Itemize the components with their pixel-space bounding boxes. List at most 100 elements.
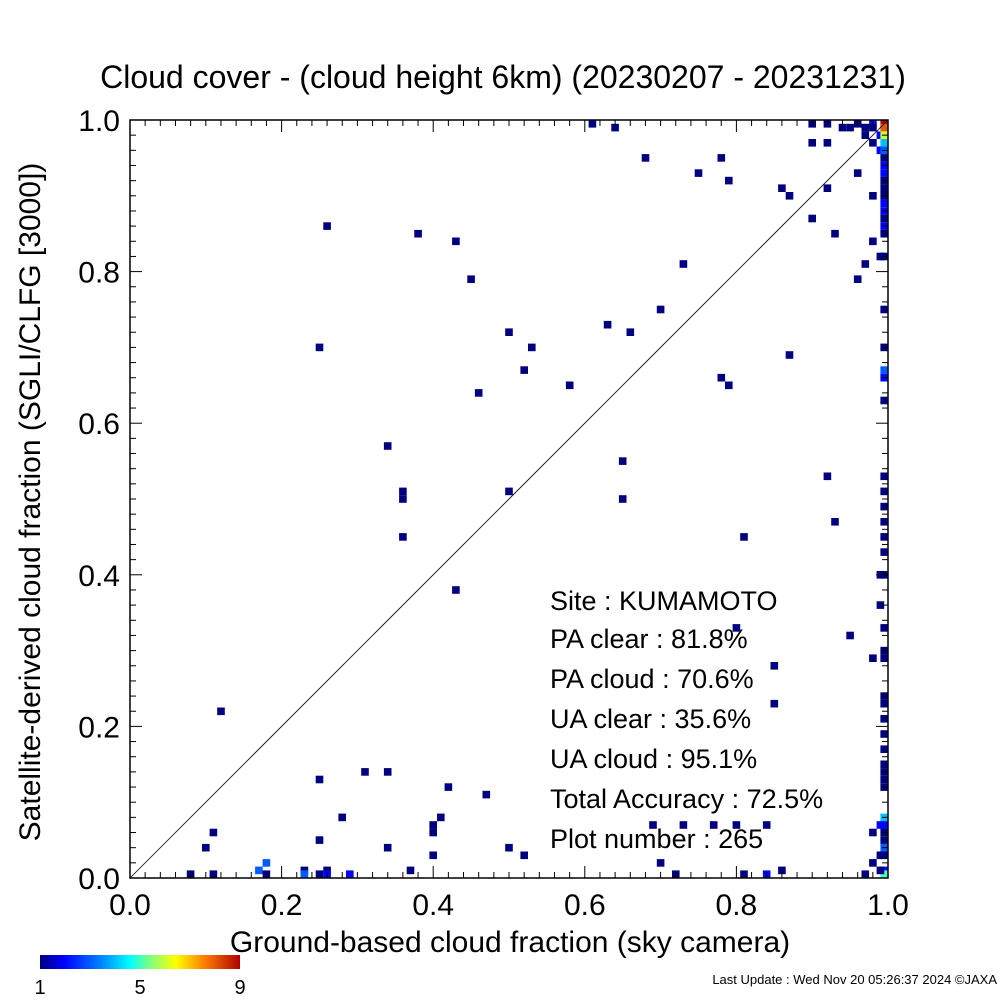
data-cell <box>300 870 309 878</box>
colorbar-tick-label: 9 <box>234 977 245 999</box>
data-cell <box>740 533 748 541</box>
data-cell <box>725 176 733 185</box>
data-cell <box>217 707 225 716</box>
colorbar <box>40 955 240 969</box>
y-tick-label: 0.2 <box>78 711 120 744</box>
data-cell <box>679 821 688 829</box>
data-cell <box>505 487 513 496</box>
data-cell <box>869 192 877 200</box>
diagonal-line <box>129 119 889 879</box>
data-cell <box>880 214 888 223</box>
chart-title: Cloud cover - (cloud height 6km) (202302… <box>100 59 906 95</box>
y-axis-ticks: 0.0 0.2 0.4 0.6 0.8 1.0 <box>78 105 888 896</box>
data-cell <box>641 154 650 162</box>
data-cell <box>262 859 271 867</box>
data-cell <box>444 783 453 791</box>
data-cell <box>880 229 888 238</box>
data-cell <box>880 502 888 511</box>
data-cell <box>603 320 612 329</box>
data-cell <box>467 275 475 283</box>
data-cell <box>315 775 324 784</box>
data-cell <box>732 821 741 829</box>
stats-pa-clear: PA clear : 81.8% <box>550 624 748 654</box>
data-cell <box>823 139 832 147</box>
data-cell <box>880 624 888 632</box>
plot-cells <box>186 120 888 878</box>
data-cell <box>880 760 888 769</box>
data-cell <box>505 328 513 336</box>
data-cell <box>823 184 832 192</box>
data-cell <box>315 836 324 844</box>
y-tick-label: 0.6 <box>78 408 120 441</box>
data-cell <box>202 843 210 852</box>
data-cell <box>869 237 877 246</box>
data-cell <box>846 631 854 640</box>
data-cell <box>785 351 794 359</box>
data-cell <box>880 396 888 405</box>
data-cell <box>452 586 460 594</box>
data-cell <box>429 851 437 860</box>
data-cell <box>399 533 407 541</box>
colorbar-tick-label: 1 <box>34 977 45 999</box>
data-cell <box>452 237 460 246</box>
data-cell <box>876 821 885 829</box>
data-cell <box>505 843 513 852</box>
data-cell <box>618 495 627 503</box>
data-cell <box>778 866 786 875</box>
data-cell <box>876 866 885 875</box>
data-cell <box>880 745 888 753</box>
data-cell <box>429 828 437 837</box>
data-cell <box>679 260 688 268</box>
data-cell <box>880 821 888 829</box>
data-cell <box>323 866 331 875</box>
data-cell <box>808 214 816 223</box>
y-tick-label: 0.0 <box>78 863 120 896</box>
data-cell <box>770 662 779 670</box>
data-cell <box>429 821 437 829</box>
data-cell <box>880 836 888 844</box>
data-cell <box>880 533 888 541</box>
x-axis-ticks: 0.0 0.2 0.4 0.6 0.8 1.0 <box>109 120 909 922</box>
data-cell <box>383 442 392 450</box>
data-cell <box>876 131 885 139</box>
data-cell <box>831 518 839 526</box>
data-cell <box>338 813 346 822</box>
data-cell <box>880 123 888 132</box>
data-cell <box>209 828 218 837</box>
data-cell <box>880 699 888 708</box>
data-cell <box>346 870 354 878</box>
data-cell <box>399 487 407 496</box>
stats-ua-cloud: UA cloud : 95.1% <box>550 744 757 774</box>
data-cell <box>762 821 771 829</box>
data-cell <box>846 123 854 132</box>
colorbar-ticks: 1 5 9 <box>34 977 245 999</box>
data-cell <box>770 699 779 708</box>
data-cell <box>861 131 870 139</box>
data-cell <box>565 381 574 390</box>
data-cell <box>725 381 733 390</box>
data-cell <box>880 866 888 875</box>
data-cell <box>785 192 794 200</box>
data-cell <box>880 199 888 208</box>
data-cell <box>876 601 885 609</box>
data-cell <box>437 813 445 822</box>
data-cell <box>209 870 218 878</box>
data-cell <box>361 768 369 776</box>
data-cell <box>323 222 331 230</box>
data-cell <box>588 120 597 128</box>
data-cell <box>649 821 657 829</box>
data-cell <box>880 487 888 496</box>
data-cell <box>740 870 748 878</box>
data-cell <box>406 866 415 875</box>
data-cell <box>853 169 862 177</box>
stats-pa-cloud: PA cloud : 70.6% <box>550 664 754 694</box>
data-cell <box>528 343 536 352</box>
data-cell <box>861 260 870 268</box>
stats-ua-clear: UA clear : 35.6% <box>550 704 751 734</box>
data-cell <box>399 495 407 503</box>
data-cell <box>694 169 703 177</box>
data-cell <box>861 870 870 878</box>
stats-total-accuracy: Total Accuracy : 72.5% <box>550 784 823 814</box>
data-cell <box>611 123 619 132</box>
